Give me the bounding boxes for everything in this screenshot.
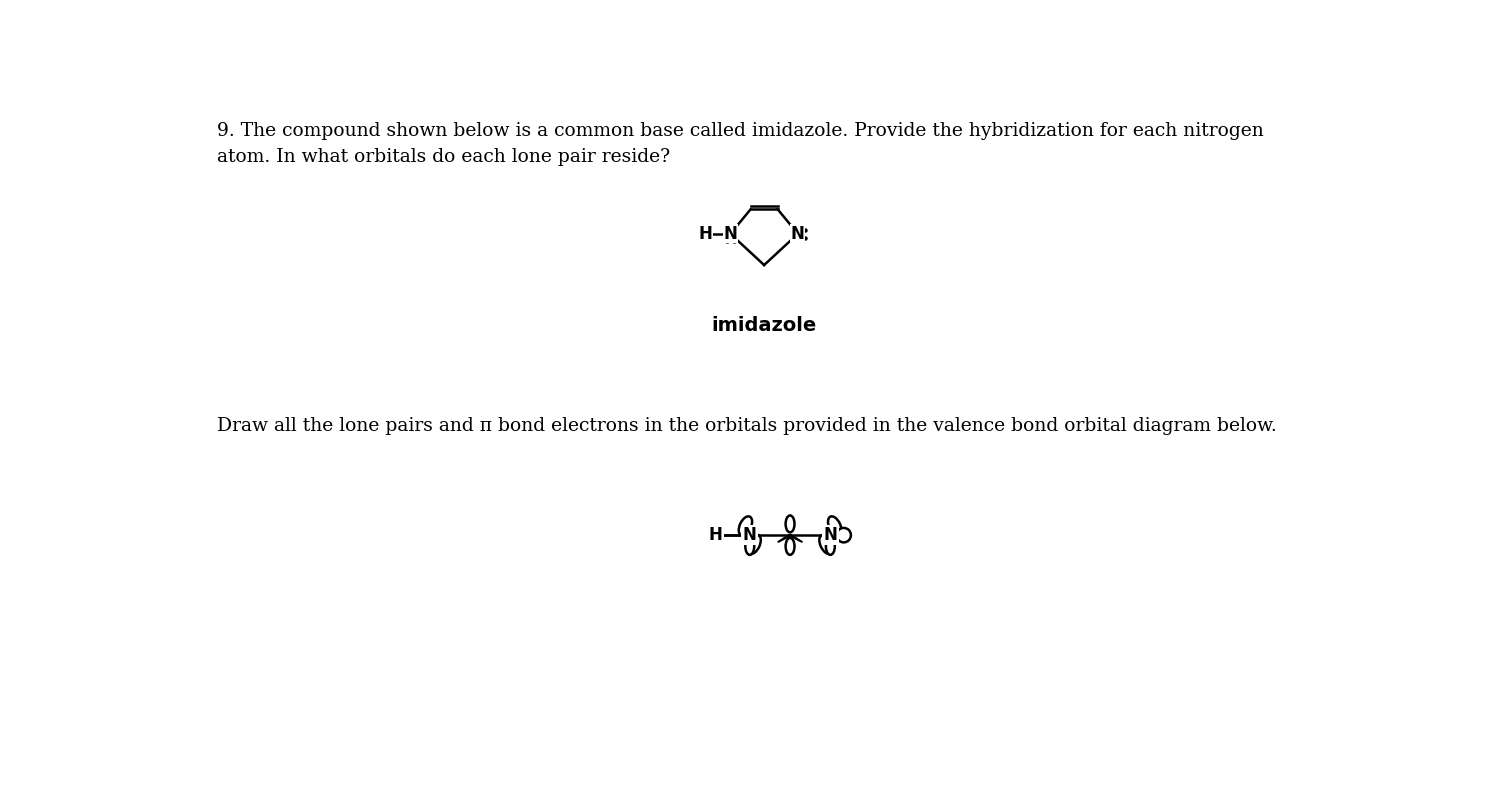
Ellipse shape [820, 535, 832, 554]
Text: N: N [823, 526, 838, 544]
Ellipse shape [786, 538, 795, 555]
Ellipse shape [828, 516, 841, 536]
Ellipse shape [786, 515, 795, 533]
Text: N: N [790, 225, 805, 243]
Polygon shape [778, 535, 792, 542]
Ellipse shape [836, 528, 851, 542]
Ellipse shape [746, 538, 754, 555]
Text: imidazole: imidazole [711, 316, 817, 335]
Text: H: H [708, 526, 723, 544]
Text: H: H [699, 225, 713, 243]
Polygon shape [789, 535, 802, 542]
Text: N: N [723, 225, 738, 243]
Ellipse shape [738, 516, 751, 536]
Text: 9. The compound shown below is a common base called imidazole. Provide the hybri: 9. The compound shown below is a common … [218, 122, 1264, 166]
Text: N: N [743, 526, 757, 544]
Ellipse shape [826, 538, 835, 555]
Ellipse shape [747, 535, 760, 554]
Text: Draw all the lone pairs and π bond electrons in the orbitals provided in the val: Draw all the lone pairs and π bond elect… [218, 417, 1278, 435]
